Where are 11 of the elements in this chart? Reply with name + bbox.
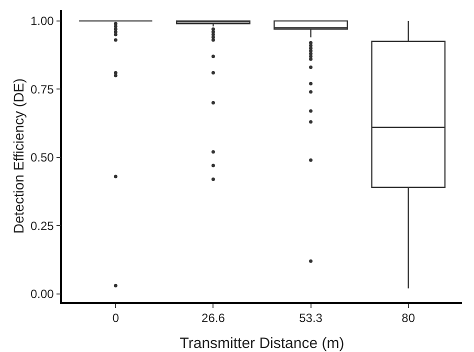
y-axis-title: Detection Efficiency (DE) (10, 78, 26, 234)
y-tick-label: 0.00 (30, 287, 54, 302)
x-axis-title: Transmitter Distance (m) (180, 335, 344, 352)
x-tick-label: 0 (112, 311, 120, 326)
x-tick-label: 53.3 (299, 311, 323, 326)
x-tick-label: 80 (402, 311, 416, 326)
x-tick-label: 26.6 (202, 311, 226, 326)
y-tick-label: 0.50 (30, 150, 54, 165)
y-tick-label: 0.75 (30, 82, 54, 96)
y-tick-label: 1.00 (30, 14, 54, 28)
y-tick-label: 0.25 (30, 218, 54, 233)
